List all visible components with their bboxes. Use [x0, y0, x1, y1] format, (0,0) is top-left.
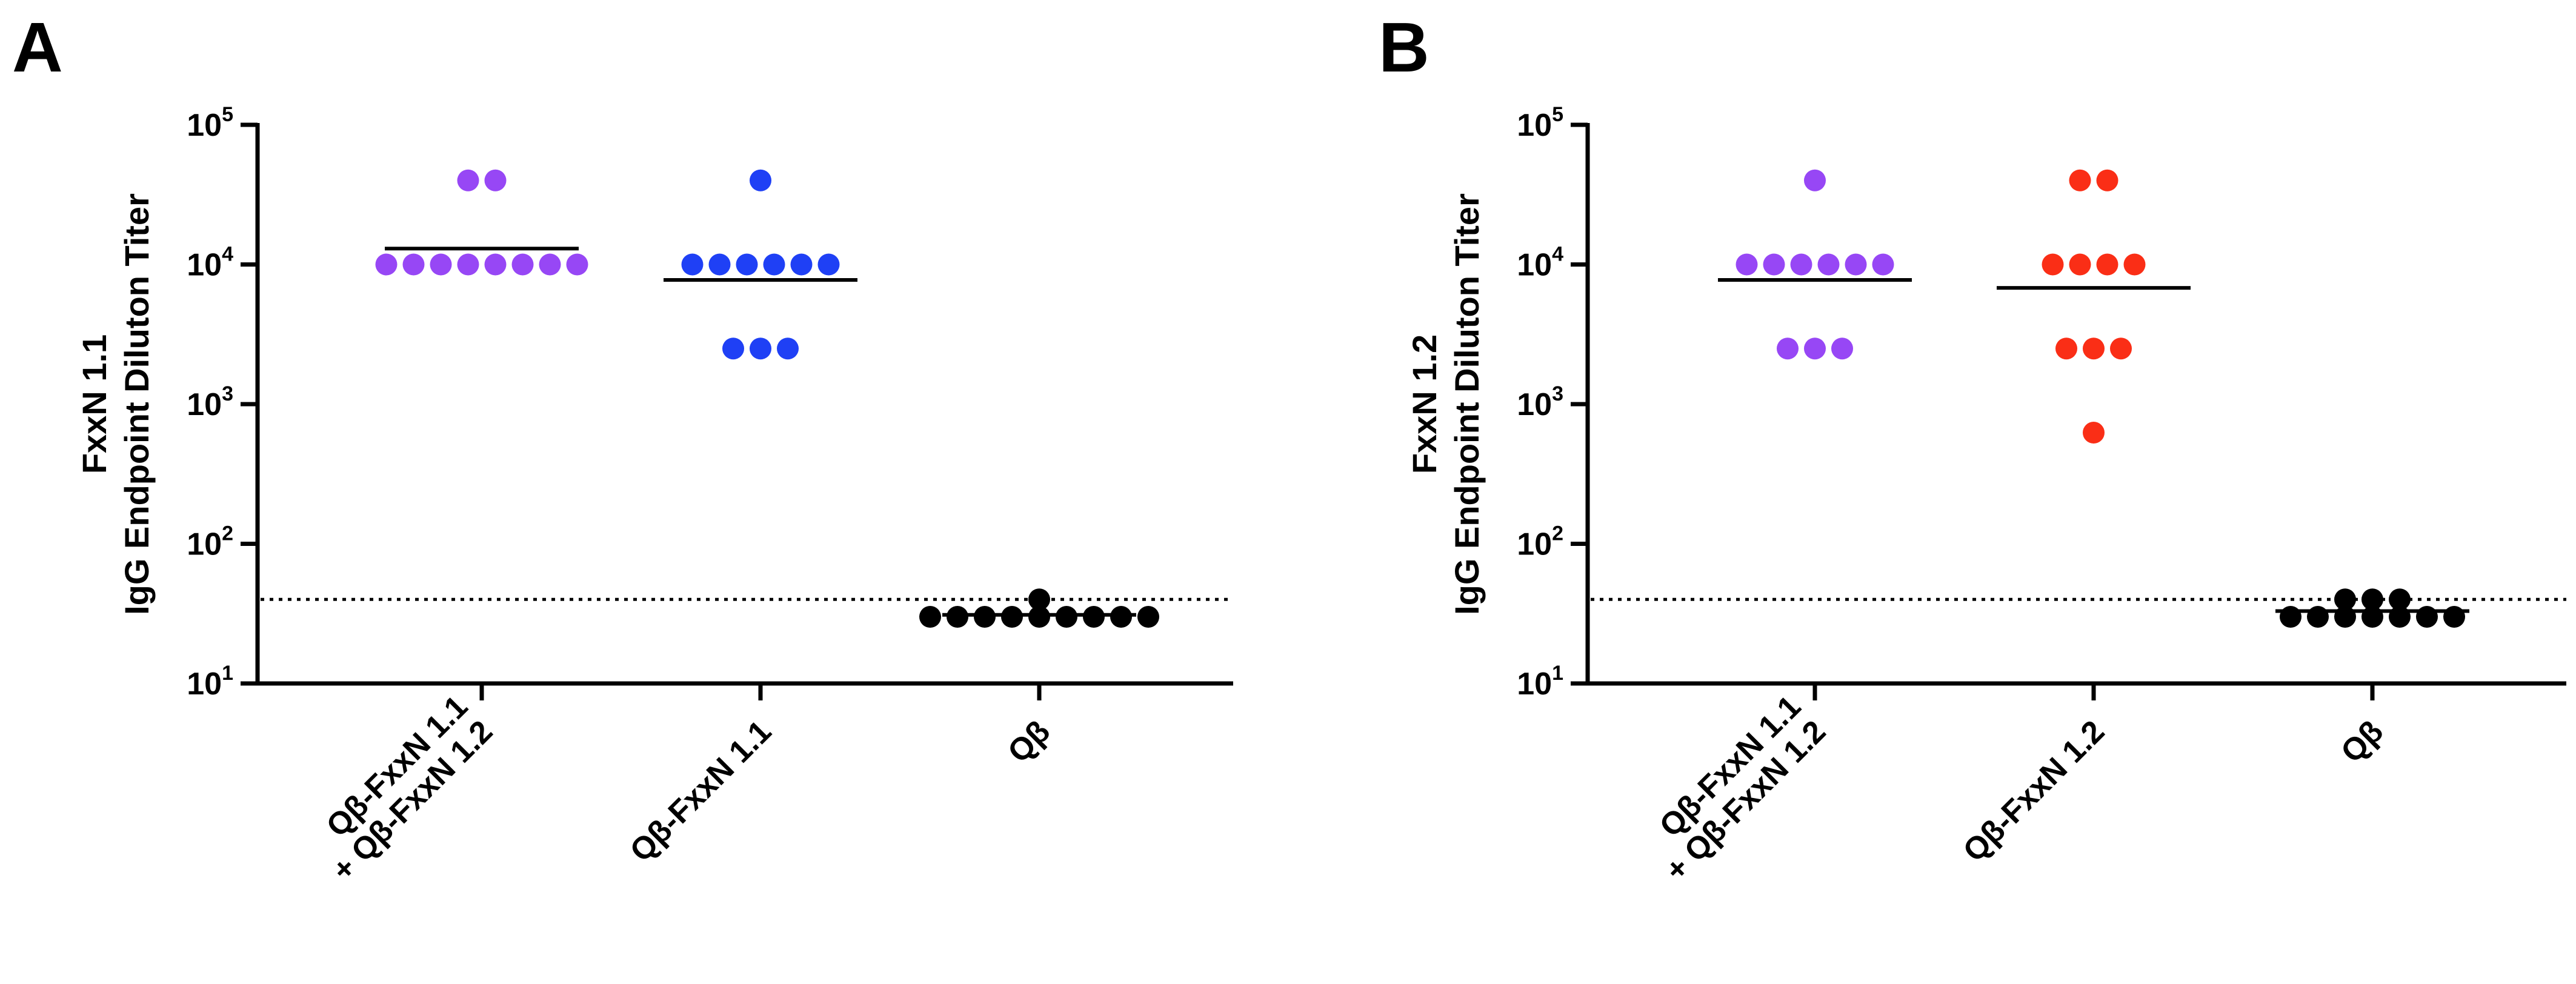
data-point — [2055, 337, 2077, 360]
data-point — [1763, 253, 1785, 276]
data-point — [919, 606, 941, 628]
data-point — [566, 253, 588, 276]
x-category-label: Qβ-FxxN 1.1+ Qβ-FxxN 1.2 — [1653, 689, 1833, 888]
data-point — [790, 253, 813, 276]
y-tick-label: 101 — [187, 662, 233, 702]
data-point — [375, 253, 398, 276]
data-point — [2083, 337, 2105, 360]
data-point — [1137, 606, 1159, 628]
y-tick-label: 104 — [187, 243, 233, 283]
data-point — [1056, 606, 1077, 628]
y-tick-label: 102 — [187, 522, 233, 562]
data-point — [947, 606, 968, 628]
x-category-label: Qβ-FxxN 1.1 — [624, 714, 779, 869]
data-point — [2110, 337, 2132, 360]
x-category-label: Qβ-FxxN 1.1+ Qβ-FxxN 1.2 — [320, 689, 500, 888]
data-point — [1817, 253, 1840, 276]
data-point — [974, 606, 996, 628]
y-tick-label: 105 — [187, 103, 233, 143]
y-axis-title-line: IgG Endpoint Diluton Titer — [118, 193, 156, 615]
data-point — [2096, 169, 2118, 191]
data-point — [750, 337, 771, 360]
y-axis-title-line: FxxN 1.1 — [75, 334, 113, 474]
y-axis-title-line: FxxN 1.2 — [1405, 334, 1443, 474]
x-category-label: Qβ-FxxN 1.2 — [1957, 714, 2112, 869]
x-category-label: Qβ — [2334, 714, 2390, 770]
data-point — [1831, 337, 1853, 360]
data-point — [2416, 606, 2438, 628]
data-point — [1028, 606, 1050, 628]
data-point — [1083, 606, 1105, 628]
data-point — [2096, 253, 2118, 276]
y-tick-label: 101 — [1517, 662, 1563, 702]
data-point — [402, 253, 425, 276]
data-point — [2042, 253, 2064, 276]
x-category-label: Qβ — [1001, 714, 1057, 770]
data-point — [1804, 337, 1826, 360]
data-point — [817, 253, 840, 276]
data-point — [722, 337, 744, 360]
chart-panel-B: B FxxN 1.2 IgG Endpoint Diluton Titer 101 10… — [1379, 8, 2566, 888]
y-tick-label: 103 — [187, 382, 233, 422]
panel-letter: B — [1379, 8, 1429, 87]
data-point — [539, 253, 561, 276]
data-point — [2280, 606, 2301, 628]
data-point — [750, 169, 771, 191]
data-point — [681, 253, 704, 276]
data-point — [1777, 337, 1799, 360]
data-point — [2069, 169, 2091, 191]
x-category-label-line: Qβ-FxxN 1.1 — [624, 714, 779, 869]
data-point — [736, 253, 758, 276]
x-category-label-line: Qβ — [1001, 714, 1057, 770]
data-point — [2361, 588, 2383, 611]
data-point — [2123, 253, 2146, 276]
data-point — [2389, 588, 2411, 611]
data-point — [1804, 169, 1826, 191]
data-point — [2069, 253, 2091, 276]
data-point — [511, 253, 534, 276]
data-point — [763, 253, 785, 276]
x-category-label-line: Qβ — [2334, 714, 2390, 770]
data-point — [457, 253, 479, 276]
data-point — [1872, 253, 1894, 276]
data-point — [2307, 606, 2329, 628]
y-tick-label: 104 — [1517, 243, 1563, 283]
data-point — [2443, 606, 2465, 628]
data-point — [2083, 422, 2105, 444]
y-tick-label: 103 — [1517, 382, 1563, 422]
data-point — [484, 169, 507, 191]
data-point — [1028, 588, 1050, 611]
data-point — [708, 253, 731, 276]
data-point — [1845, 253, 1867, 276]
data-point — [1736, 253, 1758, 276]
data-point — [1110, 606, 1132, 628]
y-tick-label: 105 — [1517, 103, 1563, 143]
chart-panel-A: A FxxN 1.1 IgG Endpoint Diluton Titer 101 10… — [12, 8, 1233, 888]
panel-letter: A — [12, 8, 63, 87]
x-category-label-line: Qβ-FxxN 1.2 — [1957, 714, 2112, 869]
data-point — [1790, 253, 1812, 276]
data-point — [777, 337, 799, 360]
data-point — [457, 169, 479, 191]
data-point — [484, 253, 507, 276]
data-point — [430, 253, 452, 276]
data-point — [2334, 588, 2356, 611]
y-axis-title-line: IgG Endpoint Diluton Titer — [1448, 193, 1486, 615]
y-tick-label: 102 — [1517, 522, 1563, 562]
data-point — [1001, 606, 1023, 628]
